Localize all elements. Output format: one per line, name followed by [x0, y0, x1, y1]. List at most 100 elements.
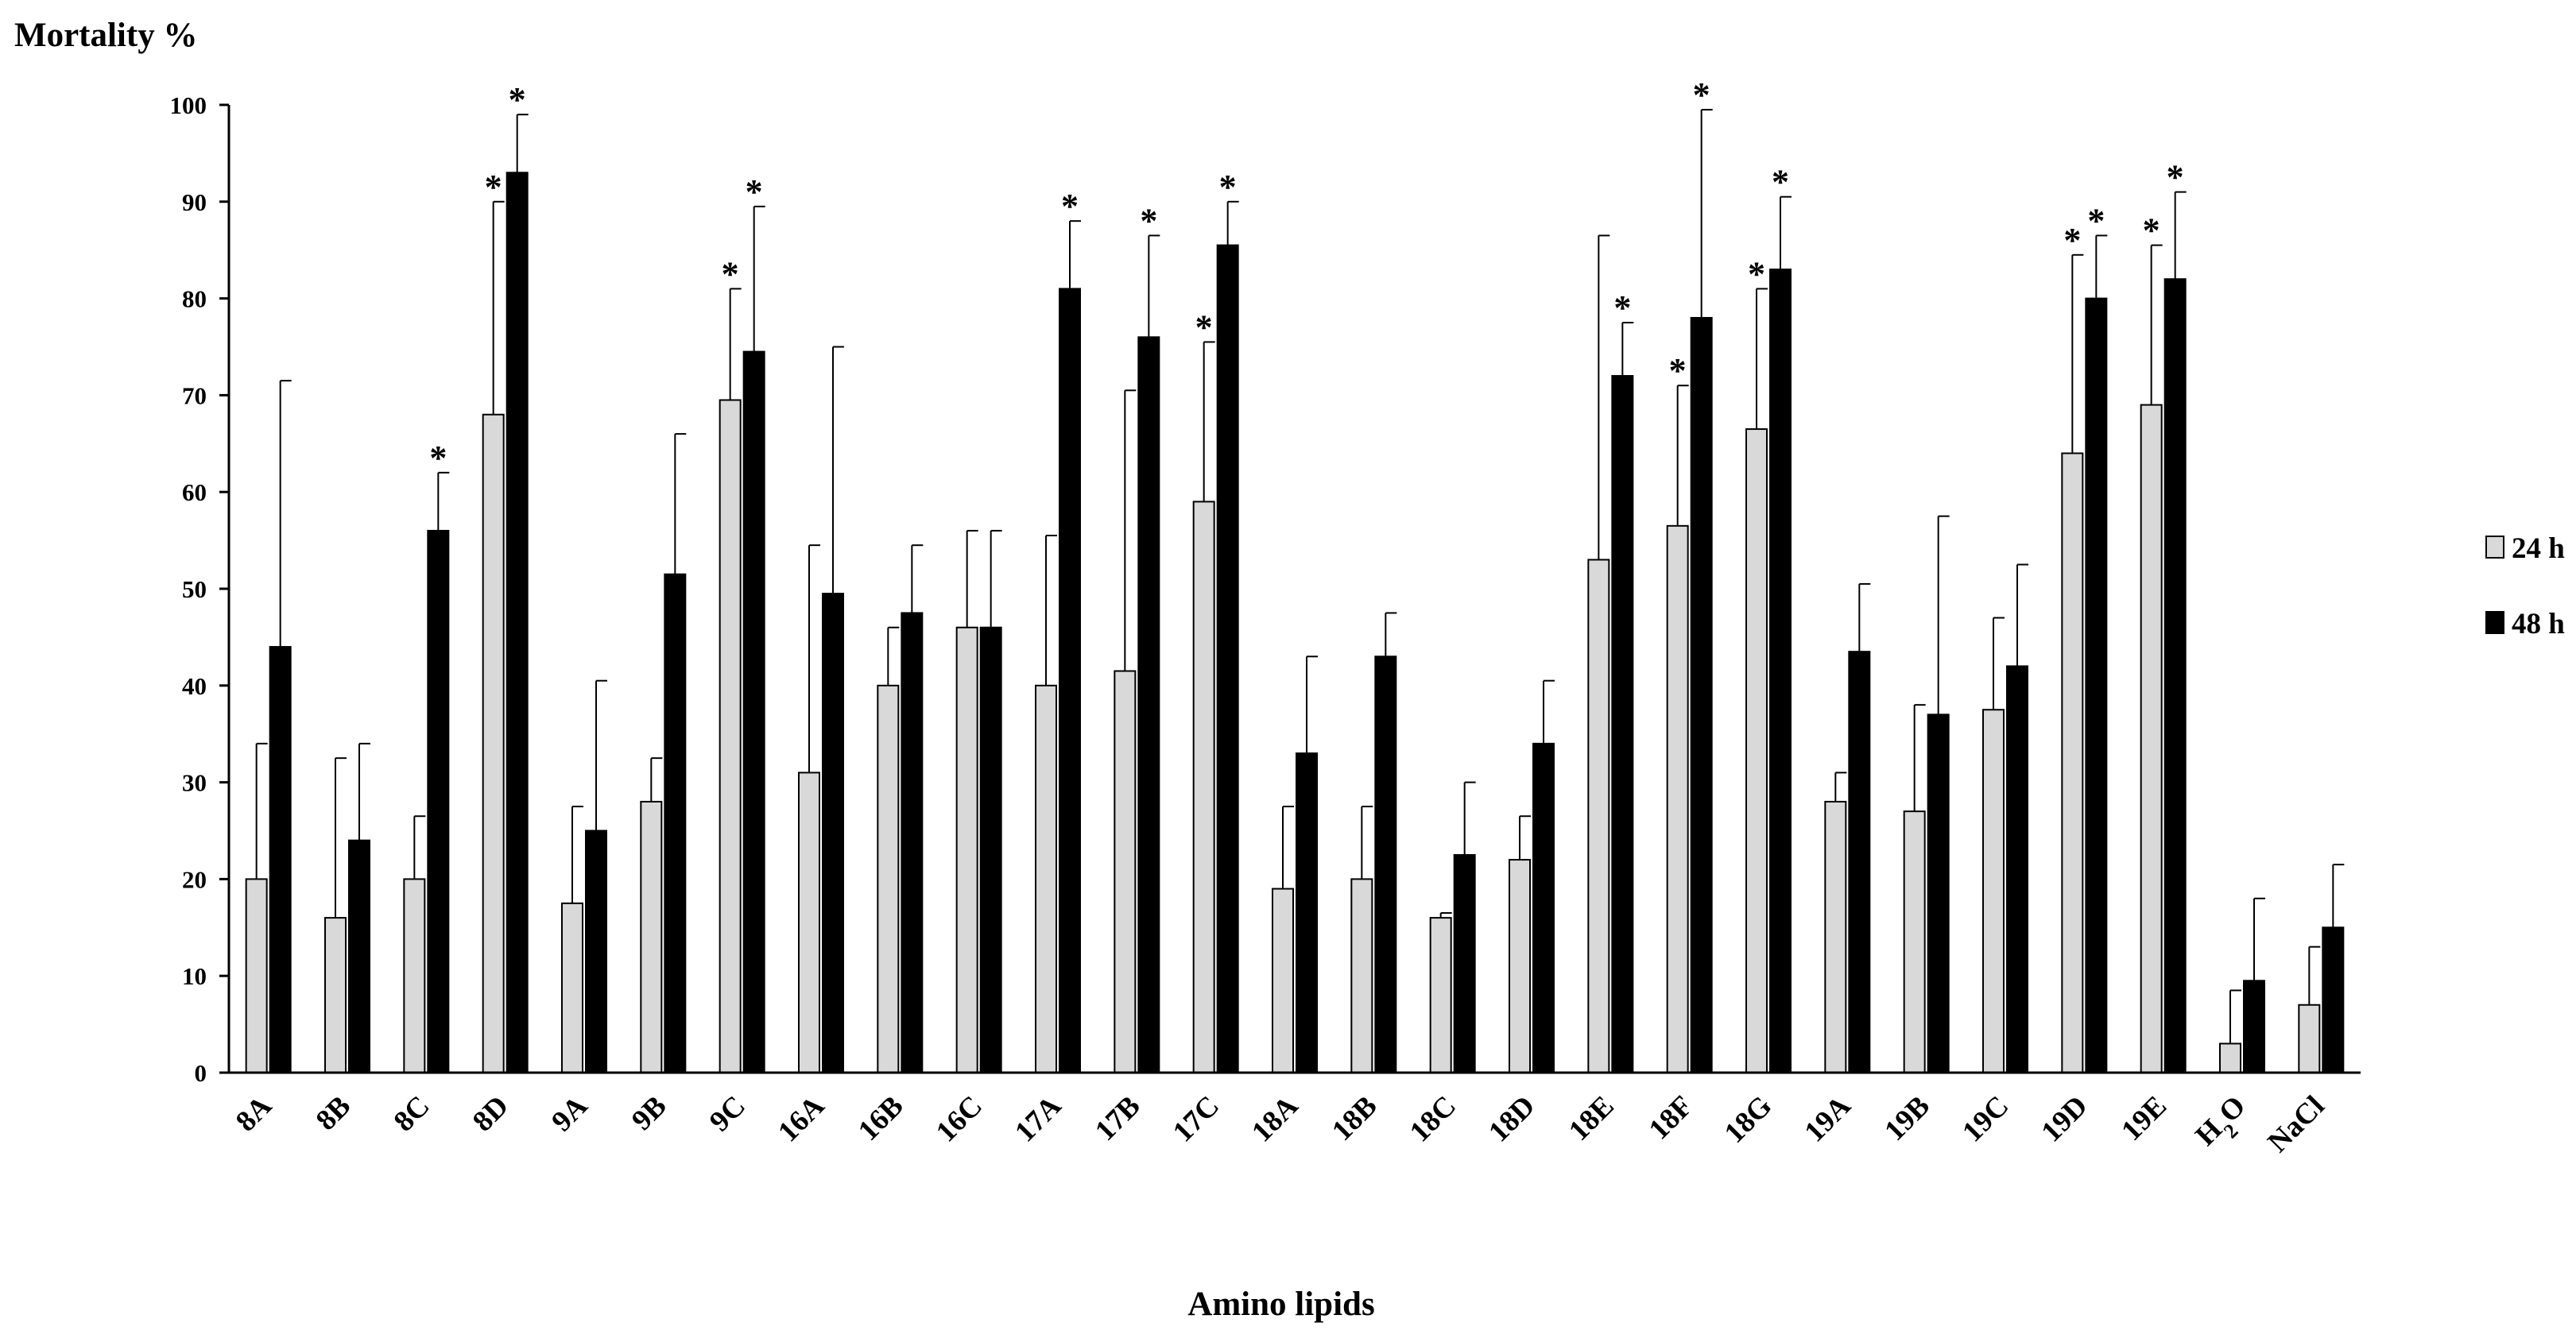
bar-48h-16A: [822, 593, 844, 1073]
bar-48h-18D: [1532, 742, 1555, 1073]
x-tick-label: 9C: [703, 1089, 752, 1138]
y-tick-label: 10: [182, 962, 207, 990]
bar-48h-19B: [1927, 714, 1950, 1074]
x-axis-title: Amino lipids: [1187, 1286, 1374, 1323]
x-tick-label: 8D: [467, 1089, 515, 1138]
significance-marker: *: [2167, 158, 2184, 197]
significance-marker: *: [1669, 351, 1687, 390]
bar-24h-16B: [877, 684, 900, 1073]
x-tick-label: 19B: [1878, 1089, 1936, 1147]
bar-48h-9B: [664, 573, 687, 1073]
y-tick-label: 20: [182, 865, 207, 893]
y-tick-label: 50: [182, 575, 207, 603]
significance-marker: *: [2143, 211, 2160, 250]
y-axis: 0 10 20 30 40 50 60 70 80 90 100: [170, 91, 229, 1087]
legend-swatch-48h: [2485, 611, 2504, 634]
y-tick-label: 80: [182, 285, 207, 313]
bar-48h-8B: [348, 839, 370, 1074]
y-tick-label: 100: [170, 91, 207, 119]
x-tick-label: 9A: [545, 1089, 594, 1138]
x-tick-label: 18E: [1563, 1089, 1621, 1147]
x-tick-label: 17C: [1167, 1089, 1226, 1148]
x-tick-label: 18B: [1326, 1089, 1384, 1147]
x-tick-label: 19E: [2115, 1089, 2173, 1147]
significance-marker: *: [1748, 254, 1765, 293]
bar-48h-19D: [2085, 297, 2108, 1074]
significance-marker: *: [1772, 163, 1789, 202]
legend-swatch-24h: [2485, 536, 2504, 559]
x-axis: 8A 8B 8C 8D 9A 9B 9C 16A 16B 16C 17A 17B 17C 18A 18B 18…: [230, 1089, 2331, 1158]
significance-marker: *: [1693, 75, 1710, 114]
x-tick-label: 8C: [388, 1089, 436, 1138]
bar-24h-8B: [324, 917, 347, 1073]
bar-48h-17A: [1059, 288, 1081, 1074]
significance-marker: *: [1195, 307, 1213, 346]
y-axis-title: Mortality %: [14, 17, 197, 54]
significance-marker: *: [1219, 168, 1237, 207]
bar-24h-18E: [1587, 559, 1610, 1073]
bar-48h-9A: [585, 830, 607, 1073]
x-tick-label: 17A: [1009, 1089, 1067, 1148]
x-tick-label: 16B: [852, 1089, 910, 1147]
y-tick-label: 30: [182, 769, 207, 797]
x-tick-label: 19C: [1956, 1089, 2015, 1148]
bar-24h-18A: [1272, 888, 1294, 1073]
bar-48h-18E: [1611, 375, 1634, 1074]
significance-marker: *: [2063, 221, 2081, 260]
significance-marker: *: [1140, 201, 1157, 240]
bar-24h-17B: [1114, 670, 1137, 1074]
x-tick-label: 19D: [2036, 1089, 2094, 1148]
bar-24h-18F: [1666, 524, 1689, 1073]
bar-48h-18G: [1769, 269, 1792, 1073]
bar-48h-H2O: [2243, 980, 2265, 1074]
legend: 24 h 48 h: [2485, 532, 2565, 640]
x-tick-label: 9B: [626, 1089, 673, 1137]
x-tick-label: 8A: [230, 1089, 278, 1138]
significance-marker: *: [722, 254, 739, 293]
bar-48h-16B: [901, 612, 924, 1073]
bar-24h-19B: [1903, 810, 1926, 1073]
bar-24h-9A: [561, 902, 583, 1073]
bar-48h-8A: [269, 646, 292, 1073]
bar-48h-19C: [2006, 665, 2028, 1073]
bar-48h-18A: [1296, 752, 1318, 1073]
bar-24h-19E: [2140, 404, 2163, 1073]
y-tick-label: 90: [182, 188, 207, 216]
bar-24h-16C: [955, 626, 978, 1073]
significance-marker: *: [509, 80, 526, 119]
bar-48h-19A: [1848, 651, 1871, 1073]
x-tick-label: NaCl: [2262, 1089, 2331, 1158]
bar-24h-19C: [1982, 709, 2005, 1073]
bars: ***** * ********* * **: [245, 75, 2345, 1074]
bar-48h-8C: [427, 529, 450, 1073]
bar-24h-17A: [1035, 684, 1057, 1073]
bar-48h-NaCl: [2322, 926, 2345, 1074]
bar-48h-8D: [506, 172, 529, 1073]
significance-marker: *: [1061, 187, 1079, 226]
x-tick-label: H2O: [2189, 1089, 2258, 1158]
x-tick-label: 16A: [772, 1089, 831, 1148]
y-tick-label: 0: [195, 1059, 207, 1087]
x-tick-label: 18C: [1404, 1089, 1462, 1148]
y-tick-label: 70: [182, 381, 207, 409]
bar-24h-16A: [798, 772, 820, 1073]
x-tick-label: 18D: [1482, 1089, 1541, 1148]
x-tick-label: 18F: [1643, 1089, 1699, 1146]
x-tick-label: 17B: [1089, 1089, 1147, 1147]
significance-marker: *: [746, 172, 763, 211]
bar-24h-19D: [2061, 452, 2084, 1073]
bar-48h-17C: [1216, 244, 1239, 1073]
bar-24h-9C: [719, 399, 742, 1073]
bar-48h-19E: [2163, 278, 2187, 1073]
bar-24h-18D: [1509, 859, 1531, 1074]
bar-24h-18G: [1745, 428, 1768, 1073]
bar-48h-16C: [979, 626, 1002, 1073]
significance-marker: *: [1613, 288, 1631, 327]
legend-label-48h: 48 h: [2512, 608, 2565, 640]
significance-marker: *: [2087, 201, 2105, 240]
bar-48h-17B: [1137, 336, 1160, 1073]
y-tick-label: 40: [182, 672, 207, 700]
x-tick-label: 16C: [930, 1089, 989, 1148]
bar-48h-18F: [1690, 316, 1713, 1073]
